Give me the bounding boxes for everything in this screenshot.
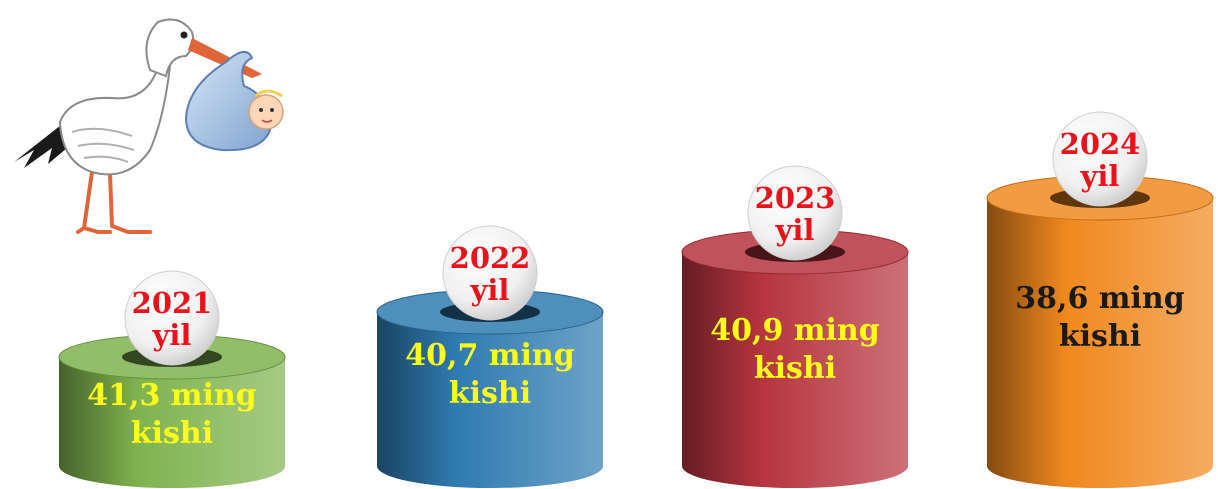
- cylinder-bars: 2021 yil 41,3 ming kishi 2022 yil 40,7 ming kis…: [58, 111, 1214, 488]
- bar-body: [377, 312, 603, 488]
- value-label: 40,7 ming kishi: [405, 338, 574, 411]
- bar-body: [987, 198, 1213, 488]
- year-label: 2021 yil: [132, 286, 213, 352]
- year-ball: [1052, 111, 1148, 207]
- value-label: 40,9 ming kishi: [710, 313, 879, 386]
- year-ball: [442, 225, 538, 321]
- bar-body: [59, 357, 285, 488]
- year-ball: [747, 165, 843, 261]
- stork-carrying-baby-icon: [14, 18, 284, 234]
- bar-body: [682, 252, 908, 488]
- bar-2022: 2022 yil 40,7 ming kishi: [376, 225, 604, 488]
- value-label: 41,3 ming kishi: [87, 378, 256, 451]
- bar-2024: 2024 yil 38,6 ming kishi: [986, 111, 1214, 488]
- year-label: 2022 yil: [450, 241, 531, 307]
- year-label: 2024 yil: [1060, 127, 1141, 193]
- year-ball: [124, 270, 220, 366]
- bar-2021: 2021 yil 41,3 ming kishi: [58, 270, 286, 488]
- year-label: 2023 yil: [755, 181, 836, 247]
- value-label: 38,6 ming kishi: [1015, 281, 1184, 354]
- bar-2023: 2023 yil 40,9 ming kishi: [681, 165, 909, 488]
